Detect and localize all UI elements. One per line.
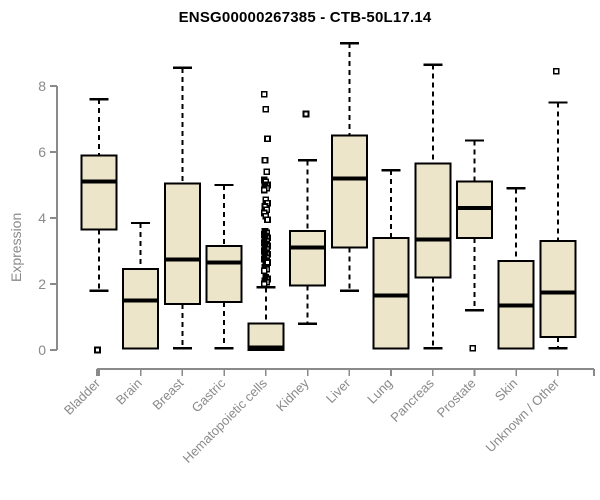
y-tick-label: 8 — [38, 78, 46, 94]
box-unknown-other — [539, 240, 577, 338]
box-gastric — [205, 245, 243, 304]
outlier-point — [260, 186, 268, 194]
y-tick-label: 4 — [38, 210, 46, 226]
outlier-point — [552, 67, 560, 75]
y-tick-label: 0 — [38, 342, 46, 358]
x-tick-label: Brain — [113, 376, 145, 408]
outlier-point — [94, 346, 101, 354]
x-tick-label: Breast — [149, 375, 186, 412]
x-tick-label: Lung — [364, 376, 395, 407]
outlier-point — [260, 280, 268, 288]
outlier-point — [263, 168, 271, 176]
y-tick-label: 2 — [38, 276, 46, 292]
box-breast — [163, 182, 201, 305]
x-tick-label: Prostate — [434, 376, 479, 421]
x-tick-label: Skin — [492, 376, 520, 404]
box-brain — [122, 268, 160, 350]
x-tick-label: Pancreas — [387, 375, 437, 425]
outlier-point — [261, 156, 269, 164]
box-liver — [330, 134, 368, 249]
outlier-point — [262, 105, 270, 113]
outlier-point — [469, 345, 477, 352]
x-tick-label: Liver — [323, 375, 354, 406]
outlier-point — [260, 267, 268, 275]
outlier-point — [260, 90, 268, 98]
x-tick-label: Kidney — [273, 375, 312, 414]
outlier-point — [264, 216, 271, 223]
box-pancreas — [414, 162, 452, 279]
outlier-point — [302, 110, 310, 118]
x-tick-label: Unknown / Other — [482, 375, 562, 455]
x-tick-label: Bladder — [61, 375, 104, 418]
box-lung — [372, 236, 410, 350]
x-tick-label: Gastric — [189, 375, 229, 415]
y-tick-label: 6 — [38, 144, 46, 160]
outlier-point — [264, 135, 271, 143]
box-bladder — [80, 154, 118, 231]
chart-title: ENSG00000267385 - CTB-50L17.14 — [178, 9, 432, 26]
box-kidney — [289, 230, 327, 287]
